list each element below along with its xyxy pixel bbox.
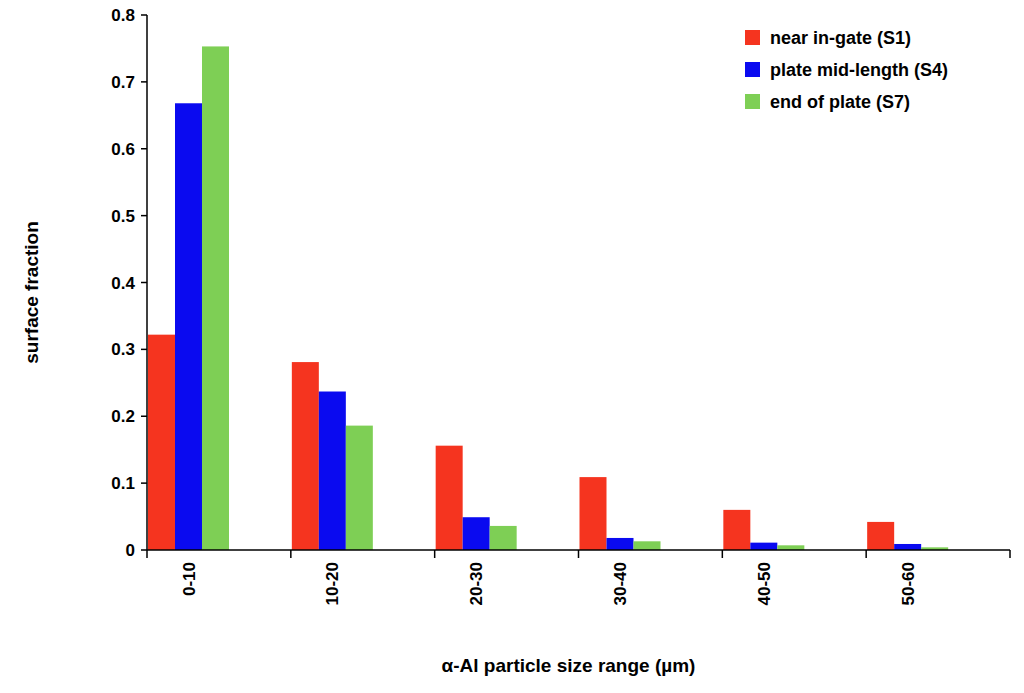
legend-swatch <box>745 30 760 45</box>
x-tick-label: 40-50 <box>755 562 774 605</box>
legend: near in-gate (S1) plate mid-length (S4) en… <box>745 28 948 112</box>
category-separator <box>146 550 148 558</box>
bar <box>723 510 750 550</box>
y-tick-label: 0.2 <box>111 407 135 426</box>
bar <box>346 426 373 550</box>
y-tick <box>141 549 147 551</box>
bars <box>148 46 948 550</box>
legend-swatch <box>745 94 760 109</box>
legend-swatch <box>745 62 760 77</box>
x-axis-title: α-Al particle size range (µm) <box>442 655 696 676</box>
category-separator <box>865 550 867 558</box>
x-tick-label: 30-40 <box>611 562 630 605</box>
bar <box>750 543 777 550</box>
bar <box>319 392 346 550</box>
y-tick-label: 0.7 <box>111 73 135 92</box>
legend-label: end of plate (S7) <box>770 92 910 112</box>
category-separator <box>434 550 436 558</box>
chart: 0 0.1 0.2 0.3 0.4 0.5 0.6 0.7 0.8 0-10 10-20 20-30 3… <box>0 0 1024 693</box>
x-tick-label: 0-10 <box>180 562 199 596</box>
y-tick <box>141 416 147 418</box>
y-tick-label: 0.3 <box>111 340 135 359</box>
category-separator <box>1009 550 1011 558</box>
bar <box>148 335 175 550</box>
y-tick <box>141 282 147 284</box>
bar <box>607 538 634 550</box>
bar <box>292 362 319 550</box>
x-tick-label: 10-20 <box>323 562 342 605</box>
bar <box>490 526 517 550</box>
y-tick <box>141 14 147 16</box>
legend-label: near in-gate (S1) <box>770 28 911 48</box>
bar <box>634 541 661 550</box>
x-tick-label: 50-60 <box>899 562 918 605</box>
y-tick <box>141 81 147 83</box>
bar <box>580 477 607 550</box>
y-tick-label: 0 <box>126 541 135 560</box>
bar <box>867 522 894 550</box>
y-tick-label: 0.8 <box>111 6 135 25</box>
y-tick-label: 0.5 <box>111 207 135 226</box>
bar <box>463 517 490 550</box>
category-separator <box>578 550 580 558</box>
y-tick <box>141 215 147 217</box>
y-tick <box>141 148 147 150</box>
category-separator <box>722 550 724 558</box>
x-tick-label: 20-30 <box>467 562 486 605</box>
y-axis-title: surface fraction <box>21 221 42 364</box>
y-tick-label: 0.6 <box>111 140 135 159</box>
bar <box>175 103 202 550</box>
y-tick-label: 0.4 <box>111 274 135 293</box>
y-tick-label: 0.1 <box>111 474 135 493</box>
bar <box>894 544 921 550</box>
bar <box>436 446 463 550</box>
bar <box>202 46 229 550</box>
category-separator <box>290 550 292 558</box>
y-tick <box>141 349 147 351</box>
legend-label: plate mid-length (S4) <box>770 60 948 80</box>
y-tick <box>141 482 147 484</box>
